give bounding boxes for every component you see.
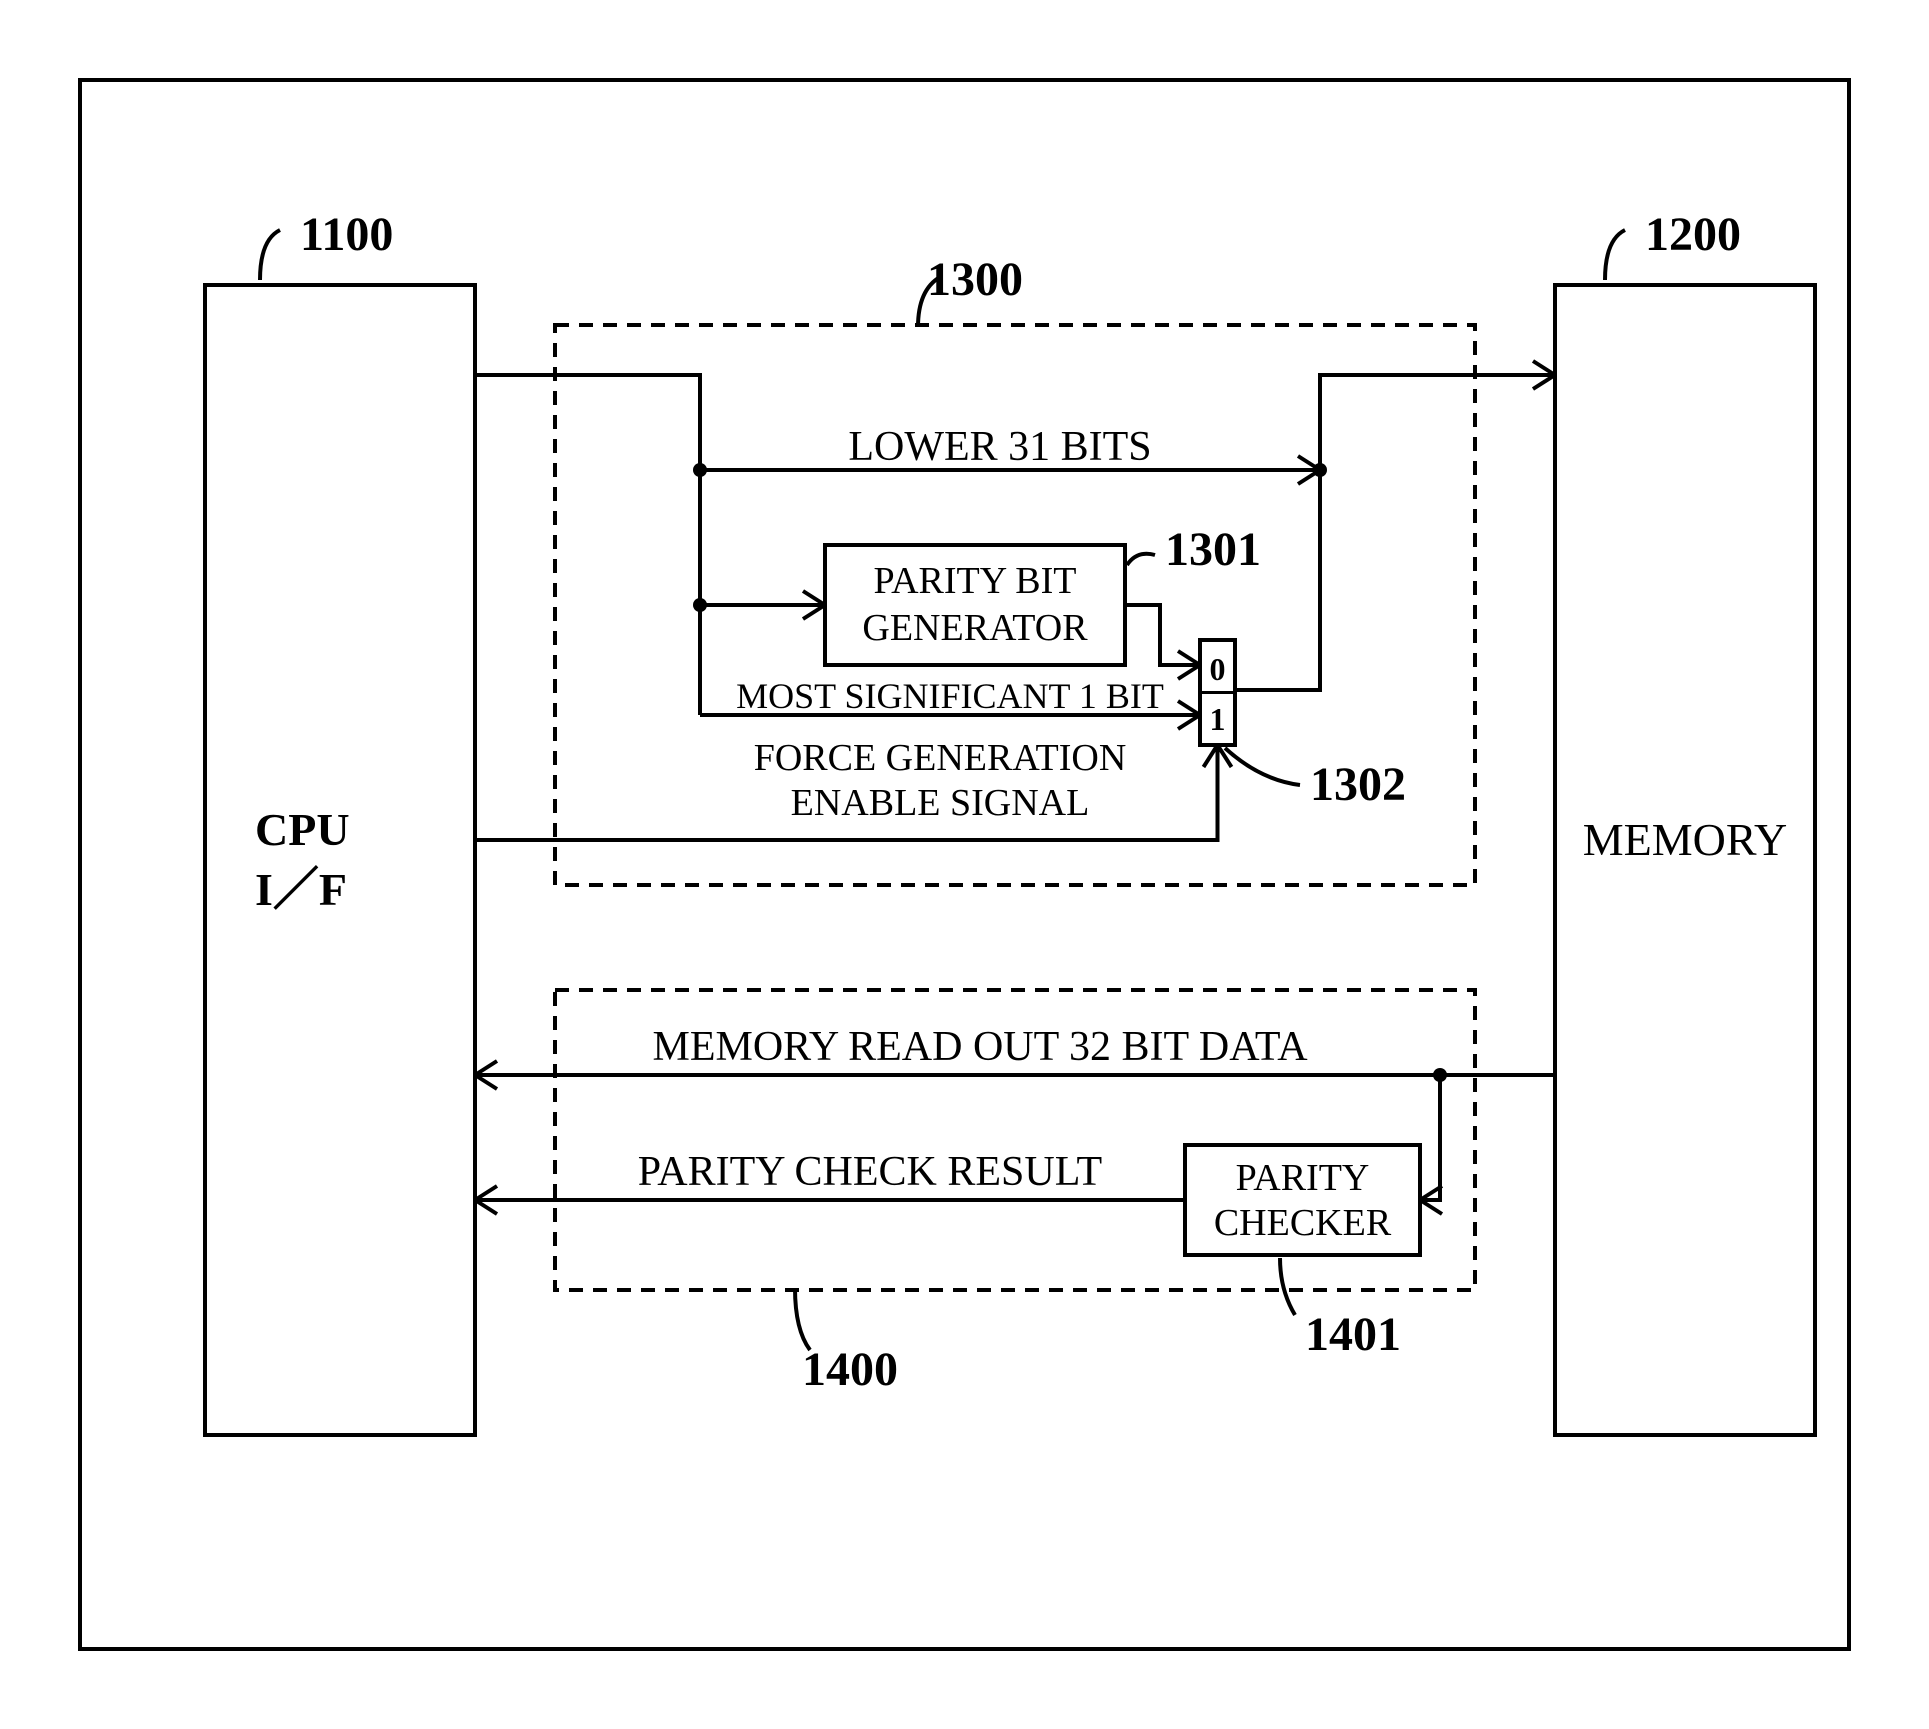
mux-0: 0 <box>1210 651 1226 687</box>
cpu-label1: CPU <box>255 804 350 855</box>
pgen-l2: GENERATOR <box>862 607 1088 649</box>
ref-pchk: 1401 <box>1305 1308 1401 1361</box>
ref-pgen: 1301 <box>1165 523 1261 576</box>
ref-cpu: 1100 <box>300 208 393 261</box>
block-diagram: CPU I／F 1100 MEMORY 1200 1300 1400 PARITY BIT GE… <box>0 0 1929 1729</box>
memory-label: MEMORY <box>1583 814 1787 865</box>
ref-mux: 1302 <box>1310 758 1406 811</box>
pgen-l1: PARITY BIT <box>873 560 1076 602</box>
lbl-force2: ENABLE SIGNAL <box>791 782 1090 824</box>
mux-1: 1 <box>1210 701 1226 737</box>
lbl-lower31: LOWER 31 BITS <box>848 424 1151 470</box>
lbl-force1: FORCE GENERATION <box>754 737 1127 779</box>
ref-dec: 1400 <box>802 1343 898 1396</box>
ref-mem: 1200 <box>1645 208 1741 261</box>
cpu-label2: I／F <box>255 864 347 915</box>
lbl-msb1: MOST SIGNIFICANT 1 BIT <box>736 676 1164 716</box>
lbl-read32: MEMORY READ OUT 32 BIT DATA <box>652 1024 1308 1070</box>
pchk-l1: PARITY <box>1236 1157 1370 1199</box>
pchk-l2: CHECKER <box>1214 1202 1392 1244</box>
ref-enc: 1300 <box>927 253 1023 306</box>
lbl-pres: PARITY CHECK RESULT <box>638 1149 1102 1195</box>
